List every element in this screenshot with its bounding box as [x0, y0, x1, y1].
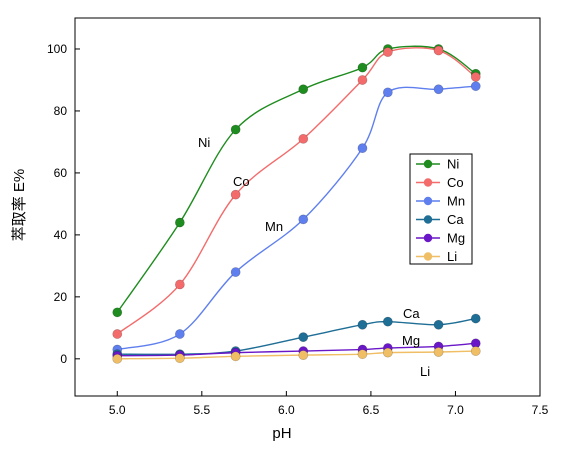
y-axis-title: 萃取率 E% — [11, 169, 28, 242]
data-point-ca — [470, 313, 481, 324]
data-point-ca — [298, 332, 309, 343]
data-point-co — [230, 189, 241, 200]
series-curve-mg — [117, 342, 476, 357]
y-tick-label: 100 — [47, 42, 67, 56]
data-point-li — [112, 353, 123, 364]
data-point-mn — [470, 81, 481, 92]
annotation-co: Co — [233, 174, 250, 189]
data-point-ni — [174, 217, 185, 228]
legend-marker-ca — [423, 215, 433, 224]
series-curve-ca — [117, 317, 476, 356]
x-axis-title: pH — [272, 425, 291, 442]
legend-marker-li — [423, 252, 433, 261]
data-point-li — [382, 347, 393, 358]
x-tick-label: 7.5 — [532, 403, 549, 417]
plot-frame — [74, 17, 541, 397]
y-axis: 0 20 40 60 80 100 — [47, 42, 80, 366]
x-tick-label: 7.0 — [447, 403, 464, 417]
curves-layer — [116, 45, 477, 360]
legend-marker-mg — [423, 233, 433, 243]
series-curve-mn — [117, 85, 476, 351]
annotation-ca: Ca — [403, 306, 420, 321]
data-point-co — [433, 45, 444, 56]
plot-area — [74, 17, 541, 397]
points-layer — [112, 44, 481, 364]
legend-marker-ni — [423, 159, 433, 169]
data-point-ni — [230, 124, 241, 135]
legend-label-mn: Mn — [447, 194, 465, 209]
y-tick-label: 60 — [54, 166, 68, 180]
annotation-mn: Mn — [265, 219, 283, 234]
y-tick-label: 80 — [54, 104, 68, 118]
y-tick-label: 0 — [60, 352, 67, 366]
data-point-co — [382, 47, 393, 57]
legend-box — [409, 153, 473, 265]
data-point-ca — [382, 316, 393, 327]
data-point-mn — [174, 329, 185, 339]
data-point-mn — [433, 84, 444, 95]
series-curve-co — [116, 47, 477, 335]
x-tick-label: 5.0 — [109, 403, 126, 417]
series-curve-li — [117, 350, 476, 360]
data-point-mn — [382, 87, 393, 98]
data-point-ca — [433, 319, 444, 330]
legend-marker-co — [423, 178, 433, 187]
data-point-li — [174, 353, 185, 364]
legend-label-ca: Ca — [447, 212, 464, 227]
x-axis: 5.0 5.5 6.0 6.5 7.0 7.5 — [109, 391, 549, 417]
data-point-co — [174, 279, 185, 290]
y-tick-label: 40 — [54, 228, 68, 242]
legend: Ni Co Mn Ca Mg Li — [409, 153, 473, 265]
legend-label-ni: Ni — [447, 157, 459, 172]
legend-label-mg: Mg — [447, 231, 465, 246]
data-point-ni — [298, 84, 309, 95]
x-tick-label: 6.0 — [278, 403, 295, 417]
annotation-mg: Mg — [402, 333, 420, 348]
data-point-co — [357, 75, 368, 85]
series-annotations: Ni Co Mn Ca Mg Li — [198, 135, 430, 379]
data-point-co — [298, 133, 309, 144]
data-point-ca — [357, 319, 368, 330]
annotation-ni: Ni — [198, 135, 210, 150]
legend-marker-mn — [423, 196, 433, 206]
data-point-co — [112, 329, 123, 339]
data-point-ni — [112, 307, 123, 318]
data-point-mn — [298, 214, 309, 225]
data-point-li — [357, 349, 368, 360]
legend-label-li: Li — [447, 249, 457, 264]
data-point-li — [298, 350, 309, 361]
data-point-co — [470, 71, 481, 82]
data-point-ni — [357, 62, 368, 73]
y-tick-label: 20 — [54, 290, 68, 304]
x-tick-label: 5.5 — [193, 403, 210, 417]
x-tick-label: 6.5 — [363, 403, 380, 417]
legend-label-co: Co — [447, 175, 464, 190]
annotation-li: Li — [420, 364, 430, 379]
data-point-li — [230, 351, 241, 362]
data-point-mn — [357, 143, 368, 154]
data-point-mn — [230, 267, 241, 277]
data-point-li — [433, 347, 444, 357]
data-point-li — [470, 346, 481, 356]
